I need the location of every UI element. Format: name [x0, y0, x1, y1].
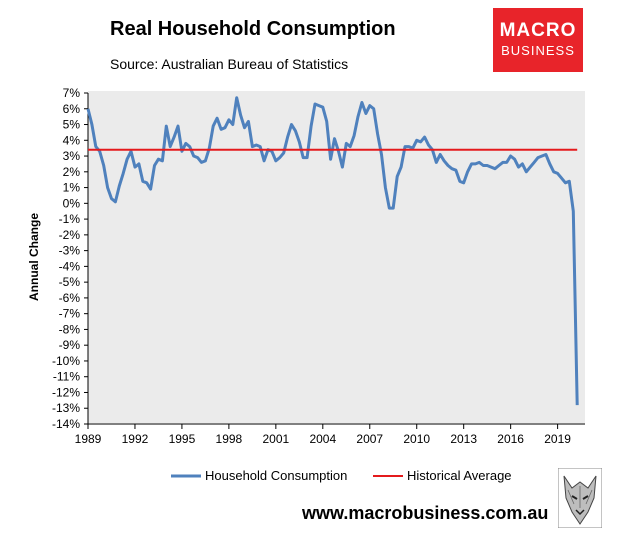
y-tick-label: -5% [59, 275, 81, 289]
y-tick-label: 5% [63, 118, 81, 132]
y-axis: 7% 6% 5%4% 3% 2% 1%0% -1% -2% -3%-4% -5% -6% -7%-8%… [52, 86, 89, 431]
x-tick-label: 2016 [497, 432, 524, 446]
y-tick-label: 1% [63, 181, 81, 195]
legend-label: Historical Average [407, 468, 512, 483]
y-tick-label: -11% [53, 370, 80, 384]
footer-url: www.macrobusiness.com.au [302, 503, 549, 523]
y-tick-label: -12% [52, 385, 80, 399]
y-tick-label: -2% [59, 228, 81, 242]
page-title: Real Household Consumption [110, 18, 396, 40]
y-tick-label: -13% [52, 401, 80, 415]
legend: Household Consumption Historical Average [171, 468, 512, 483]
x-axis: 1989 1992 1995 1998 2001 2004 2007 2010 2013 2016… [75, 423, 585, 446]
source-subtitle: Source: Australian Bureau of Statistics [110, 56, 349, 72]
y-axis-title: Annual Change [27, 213, 41, 301]
legend-label: Household Consumption [205, 468, 347, 483]
y-tick-label: -14% [52, 417, 80, 431]
logo-line-1: MACRO [499, 20, 577, 41]
x-tick-label: 1998 [216, 432, 243, 446]
y-tick-label: 6% [63, 102, 81, 116]
x-tick-label: 1995 [169, 432, 196, 446]
x-tick-label: 1989 [75, 432, 102, 446]
x-tick-label: 2001 [262, 432, 289, 446]
x-tick-label: 2004 [309, 432, 336, 446]
logo-line-2: BUSINESS [501, 43, 575, 58]
macrobusiness-logo: MACRO BUSINESS [493, 8, 583, 72]
x-tick-label: 2007 [356, 432, 383, 446]
y-tick-label: -8% [59, 322, 81, 336]
y-tick-label: -9% [59, 338, 81, 352]
y-tick-label: 3% [63, 149, 81, 163]
x-tick-label: 2019 [544, 432, 571, 446]
y-tick-label: 4% [63, 133, 81, 147]
y-tick-label: -6% [59, 291, 81, 305]
y-tick-label: -3% [59, 244, 81, 258]
series-layer [86, 96, 579, 406]
x-tick-label: 1992 [122, 432, 149, 446]
y-tick-label: -7% [59, 307, 81, 321]
y-tick-label: 2% [63, 165, 81, 179]
y-tick-label: -10% [52, 354, 80, 368]
wolf-icon [558, 468, 602, 528]
y-tick-label: -1% [59, 212, 81, 226]
y-tick-label: 0% [63, 196, 81, 210]
x-tick-label: 2013 [450, 432, 477, 446]
x-tick-label: 2010 [403, 432, 430, 446]
y-tick-label: 7% [63, 86, 81, 100]
y-tick-label: -4% [59, 259, 81, 273]
